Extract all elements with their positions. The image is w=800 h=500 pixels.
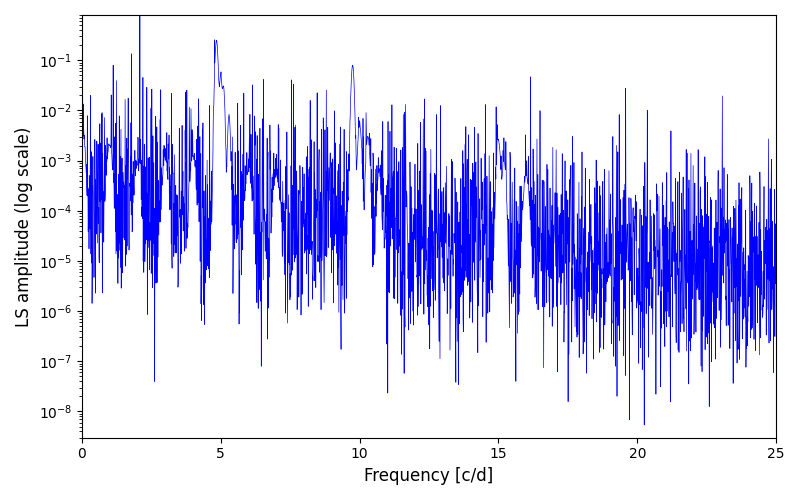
X-axis label: Frequency [c/d]: Frequency [c/d] — [364, 467, 494, 485]
Y-axis label: LS amplitude (log scale): LS amplitude (log scale) — [15, 126, 33, 326]
